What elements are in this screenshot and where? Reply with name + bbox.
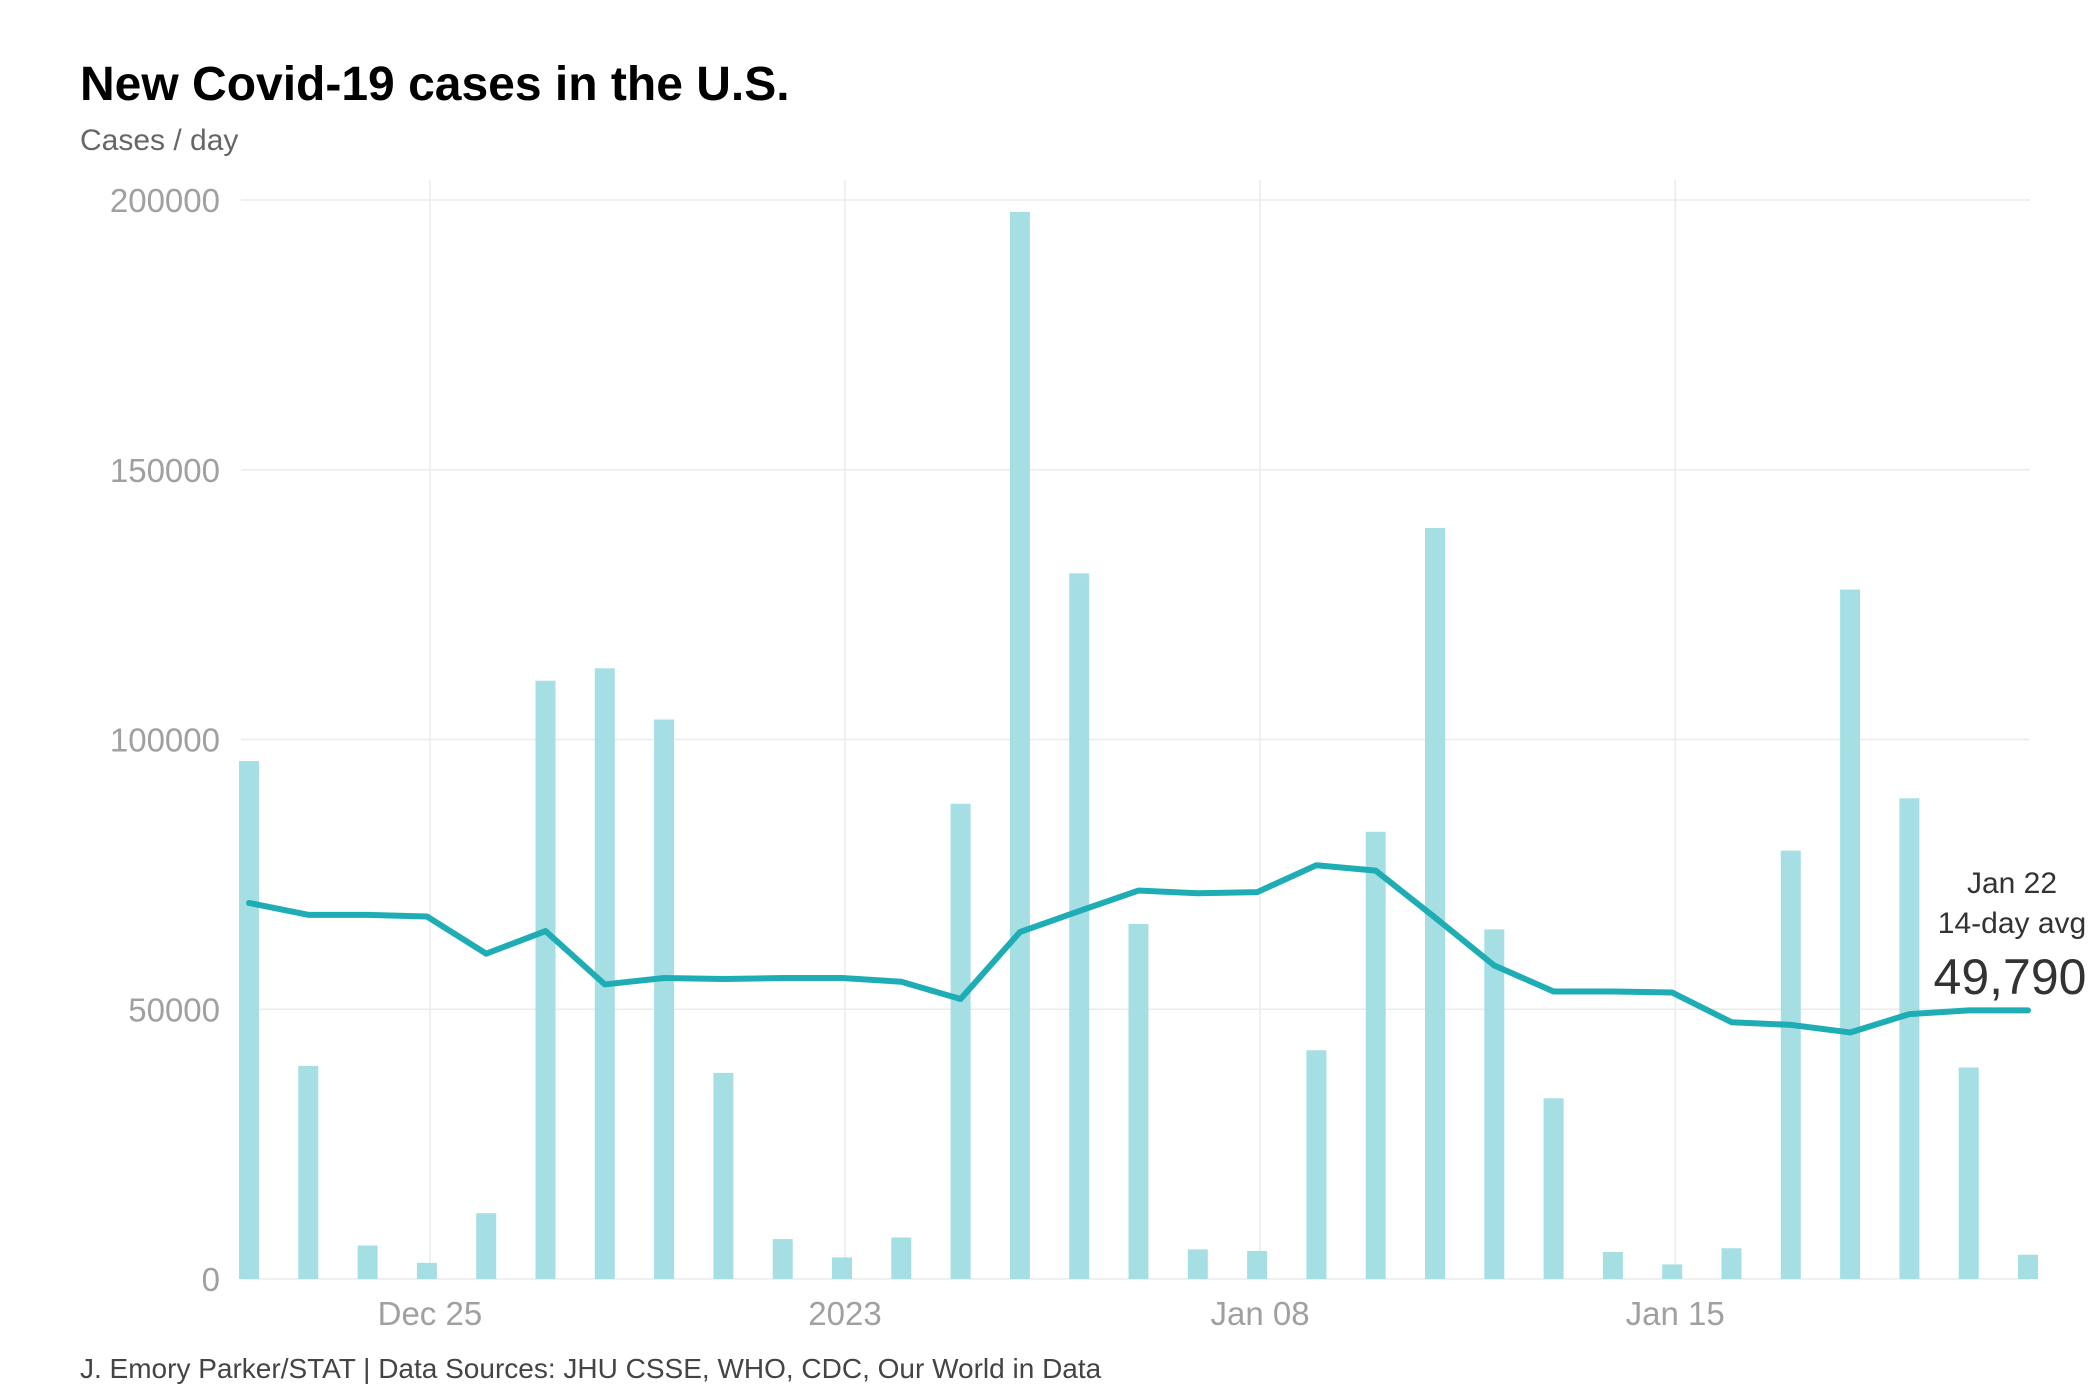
daily-cases-bar bbox=[950, 803, 971, 1279]
avg-line-group bbox=[246, 862, 2031, 1036]
daily-cases-bar bbox=[594, 668, 615, 1279]
daily-cases-bar bbox=[2018, 1254, 2038, 1279]
daily-cases-bar bbox=[1009, 211, 1030, 1279]
daily-cases-bar bbox=[1721, 1248, 1742, 1279]
daily-cases-bar bbox=[1425, 528, 1445, 1279]
daily-cases-bar bbox=[1543, 1098, 1564, 1279]
daily-cases-bar bbox=[1840, 589, 1861, 1279]
y-tick-label: 100000 bbox=[110, 722, 220, 759]
daily-cases-bar bbox=[416, 1262, 437, 1279]
daily-cases-bar bbox=[1662, 1264, 1683, 1279]
daily-cases-bar bbox=[1958, 1067, 1979, 1279]
x-tick-label: Jan 15 bbox=[1626, 1295, 1725, 1332]
daily-cases-bar bbox=[1306, 1050, 1327, 1279]
y-axis-ticks: 0 50000 100000 150000 200000 bbox=[110, 182, 220, 1298]
y-tick-label: 0 bbox=[202, 1261, 220, 1298]
x-tick-label: Dec 25 bbox=[378, 1295, 483, 1332]
daily-cases-bar bbox=[239, 761, 259, 1279]
y-tick-label: 50000 bbox=[128, 991, 220, 1028]
daily-cases-bar bbox=[357, 1245, 378, 1279]
daily-cases-bar bbox=[1899, 798, 1920, 1279]
y-tick-label: 150000 bbox=[110, 452, 220, 489]
chart-title: New Covid-19 cases in the U.S. bbox=[80, 58, 790, 111]
annotation-value: 49,790 bbox=[1934, 949, 2087, 1005]
daily-cases-bars bbox=[239, 211, 2038, 1279]
chart-subtitle: Cases / day bbox=[80, 124, 238, 157]
annotation-label: 14-day avg bbox=[1938, 907, 2086, 940]
chart-footer: J. Emory Parker/STAT | Data Sources: JHU… bbox=[80, 1353, 1102, 1384]
x-tick-label: Jan 08 bbox=[1211, 1295, 1310, 1332]
y-tick-label: 200000 bbox=[110, 182, 220, 219]
daily-cases-bar bbox=[832, 1257, 852, 1279]
daily-cases-bar bbox=[1247, 1250, 1268, 1279]
daily-cases-bar bbox=[1069, 573, 1090, 1279]
daily-cases-bar bbox=[1780, 850, 1801, 1279]
daily-cases-bar bbox=[1128, 924, 1149, 1279]
daily-cases-bar bbox=[298, 1065, 319, 1279]
x-tick-label: 2023 bbox=[808, 1295, 881, 1332]
annotation-date: Jan 22 bbox=[1967, 867, 2057, 900]
daily-cases-bar bbox=[772, 1239, 793, 1279]
last-value-annotation: Jan 22 14-day avg 49,790 bbox=[1934, 867, 2087, 1005]
daily-cases-bar bbox=[1187, 1249, 1208, 1279]
daily-cases-bar bbox=[476, 1213, 497, 1279]
daily-cases-bar bbox=[1484, 929, 1505, 1279]
daily-cases-bar bbox=[713, 1072, 734, 1279]
daily-cases-bar bbox=[535, 680, 556, 1279]
daily-cases-bar bbox=[1602, 1252, 1623, 1279]
daily-cases-bar bbox=[654, 719, 675, 1279]
daily-cases-bar bbox=[1365, 831, 1386, 1279]
daily-cases-bar bbox=[891, 1237, 912, 1279]
x-axis-ticks: Dec 25 2023 Jan 08 Jan 15 bbox=[378, 1295, 1725, 1332]
